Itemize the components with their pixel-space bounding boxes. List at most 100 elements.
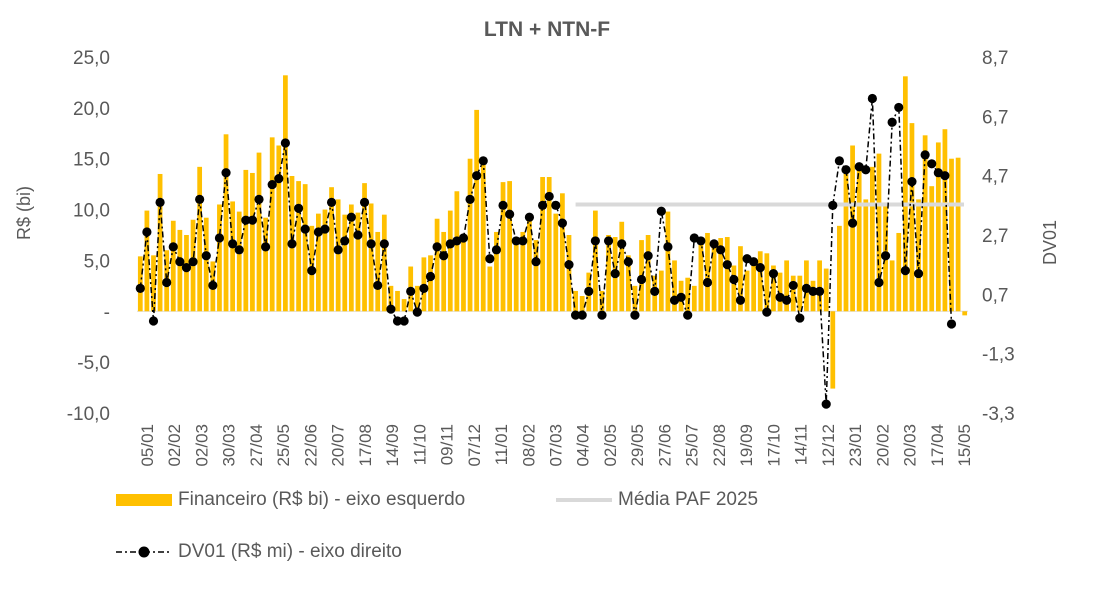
dv01-point xyxy=(333,245,343,255)
dv01-point xyxy=(768,268,779,279)
dv01-point xyxy=(524,212,535,222)
x-tick-label: 11/10 xyxy=(410,424,429,465)
dv01-point xyxy=(847,218,858,228)
y-left-tick-label: 25,0 xyxy=(73,48,110,69)
bar xyxy=(869,166,875,312)
x-axis: 05/01 02/02 02/03 30/03 27/04 25/05 22/06 20/07… xyxy=(138,424,974,467)
bar xyxy=(461,233,466,312)
dv01-point xyxy=(867,93,877,104)
dv01-point xyxy=(386,304,396,314)
bar xyxy=(177,229,183,312)
x-tick-label: 04/04 xyxy=(574,424,593,467)
bar xyxy=(837,225,842,312)
dv01-point xyxy=(617,239,627,249)
bar xyxy=(507,181,513,312)
dv01-point xyxy=(399,316,409,326)
dv01-point xyxy=(234,245,244,255)
dv01-point xyxy=(472,171,482,181)
bar xyxy=(935,142,941,312)
dv01-point xyxy=(274,174,284,184)
bar xyxy=(546,177,552,312)
x-tick-label: 08/02 xyxy=(519,424,538,467)
bar xyxy=(573,290,578,312)
x-tick-label: 25/07 xyxy=(683,424,702,467)
x-tick-label: 22/08 xyxy=(710,424,729,467)
x-tick-label: 27/04 xyxy=(247,424,266,467)
x-tick-label: 20/02 xyxy=(873,424,892,467)
bar xyxy=(348,204,354,312)
x-tick-label: 27/06 xyxy=(655,424,674,467)
bar xyxy=(929,186,935,312)
dv01-point xyxy=(491,245,502,255)
dv01-point xyxy=(439,251,449,261)
bar xyxy=(454,191,460,312)
dv01-point xyxy=(940,171,950,181)
x-tick-label: 19/09 xyxy=(737,424,756,467)
y-right-tick-label: 4,7 xyxy=(982,167,1008,188)
y-left-axis-label: R$ (bi) xyxy=(14,185,34,240)
bar xyxy=(916,199,921,312)
bar xyxy=(625,255,631,312)
dv01-point xyxy=(946,319,957,329)
dv01-point xyxy=(280,138,290,148)
bar xyxy=(355,212,361,312)
x-tick-label: 29/05 xyxy=(628,424,647,467)
dv01-point xyxy=(564,260,574,270)
bar xyxy=(566,235,572,312)
legend-bar-label: Financeiro (R$ bi) - eixo esquerdo xyxy=(178,489,466,510)
bar xyxy=(203,217,209,312)
y-right-tick-label: 6,7 xyxy=(982,107,1008,128)
dv01-point xyxy=(570,310,581,320)
dv01-line xyxy=(139,98,953,405)
bar xyxy=(698,237,704,312)
dv01-point xyxy=(228,239,238,249)
dv01-point xyxy=(577,310,587,320)
bar xyxy=(447,210,453,312)
dv01-point xyxy=(214,233,225,243)
bar xyxy=(223,134,229,312)
dv01-point xyxy=(162,277,172,288)
dv01-point xyxy=(874,277,884,288)
bar xyxy=(856,168,862,312)
legend-bar-swatch xyxy=(116,494,172,506)
bar xyxy=(896,232,902,312)
x-tick-label: 17/08 xyxy=(356,424,375,467)
bar xyxy=(962,311,968,316)
x-tick-label: 05/01 xyxy=(138,424,157,467)
y-right-tick-label: -3,3 xyxy=(982,404,1015,425)
dv01-point xyxy=(623,257,633,267)
bar xyxy=(434,218,440,312)
dv01-point xyxy=(518,236,528,246)
dv01-point xyxy=(498,200,508,210)
bar xyxy=(157,173,163,312)
bar xyxy=(329,187,334,312)
bar xyxy=(263,217,268,312)
bar xyxy=(428,255,433,312)
y-right-tick-label: -1,3 xyxy=(982,345,1015,366)
dv01-point xyxy=(821,399,831,409)
dv01-point xyxy=(175,257,185,267)
dv01-point xyxy=(505,209,515,219)
bar xyxy=(401,299,407,312)
dv01-point xyxy=(485,254,495,264)
dv01-point xyxy=(815,286,825,296)
legend-media-entry: Média PAF 2025 xyxy=(556,489,758,511)
dv01-point xyxy=(702,277,713,288)
bar xyxy=(342,214,348,312)
bar xyxy=(823,268,829,312)
dv01-point xyxy=(261,242,271,252)
dv01-point xyxy=(828,200,838,210)
bar xyxy=(533,240,539,312)
x-tick-label: 07/03 xyxy=(547,424,566,467)
dv01-point xyxy=(676,292,686,302)
bar xyxy=(955,157,961,312)
chart-title: LTN + NTN-F xyxy=(483,18,611,41)
bar xyxy=(718,238,724,312)
dv01-point xyxy=(729,274,739,285)
bar xyxy=(540,177,545,312)
bar xyxy=(395,290,400,312)
bar xyxy=(197,166,203,312)
dv01-point xyxy=(557,218,567,228)
dv01-point xyxy=(894,102,904,113)
dv01-point xyxy=(880,251,891,261)
